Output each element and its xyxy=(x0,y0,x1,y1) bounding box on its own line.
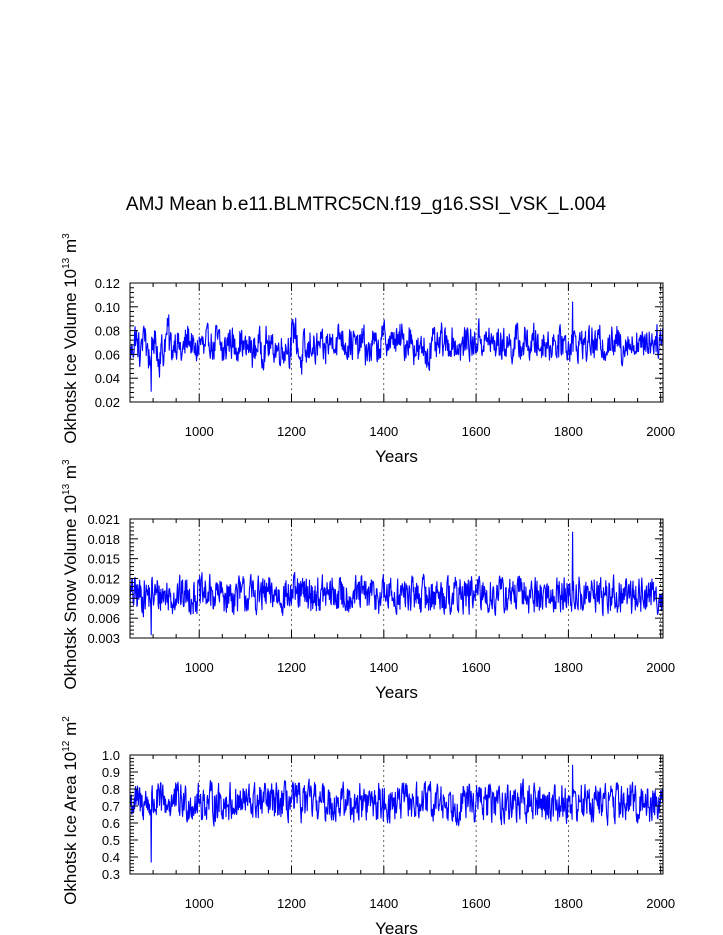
y-tick-label: 0.02 xyxy=(95,395,120,410)
y-tick-label: 0.006 xyxy=(87,611,120,626)
y-tick-label: 0.012 xyxy=(87,572,120,587)
x-tick-label: 1400 xyxy=(369,896,398,911)
y-tick-label: 0.009 xyxy=(87,591,120,606)
x-tick-label: 1000 xyxy=(185,896,214,911)
y-tick-label: 0.12 xyxy=(95,276,120,291)
x-tick-label: 2000 xyxy=(646,424,675,439)
x-tick-label: 2000 xyxy=(646,660,675,675)
x-tick-label: 1000 xyxy=(185,424,214,439)
x-tick-label: 1200 xyxy=(277,660,306,675)
x-tick-label: 1200 xyxy=(277,896,306,911)
x-axis-label: Years xyxy=(375,919,418,935)
y-axis-label: Okhotsk Snow Volume 1013 m3 xyxy=(61,459,80,690)
x-axis-label: Years xyxy=(375,683,418,702)
y-tick-label: 0.04 xyxy=(95,371,120,386)
plot-frame xyxy=(129,754,664,875)
y-tick-label: 0.3 xyxy=(102,867,120,882)
y-tick-label: 0.6 xyxy=(102,816,120,831)
y-axis-label: Okhotsk Ice Volume 1013 m3 xyxy=(61,233,80,444)
x-tick-label: 1800 xyxy=(554,660,583,675)
x-tick-label: 1800 xyxy=(554,424,583,439)
panel-ice-volume: 1000 1200 1400 1600 1800 2000 Years 0.02 0.04 0.0… xyxy=(61,233,675,466)
x-tick-label: 1800 xyxy=(554,896,583,911)
y-tick-label: 0.5 xyxy=(102,833,120,848)
x-tick-label: 1200 xyxy=(277,424,306,439)
y-tick-label: 0.10 xyxy=(95,300,120,315)
y-tick-label: 0.08 xyxy=(95,324,120,339)
y-tick-label: 1.0 xyxy=(102,748,120,763)
plot-frame xyxy=(129,282,664,403)
x-tick-label: 1600 xyxy=(462,896,491,911)
series-line-ice-area xyxy=(129,764,664,863)
y-axis-label: Okhotsk Ice Area 1012 m2 xyxy=(61,716,80,905)
x-axis-label: Years xyxy=(375,447,418,466)
x-tick-label: 1600 xyxy=(462,660,491,675)
y-tick-label: 0.018 xyxy=(87,532,120,547)
x-tick-label: 1000 xyxy=(185,660,214,675)
x-tick-label: 1400 xyxy=(369,660,398,675)
series-line-ice-volume xyxy=(129,301,664,392)
y-tick-label: 0.9 xyxy=(102,765,120,780)
y-tick-label: 0.7 xyxy=(102,799,120,814)
y-tick-label: 0.021 xyxy=(87,512,120,527)
panels: 1000 1200 1400 1600 1800 2000 Years 0.02 0.04 0.0… xyxy=(61,233,675,935)
panel-ice-area: 1000 1200 1400 1600 1800 2000 Years 0.3 0.4 0.5 0.… xyxy=(61,716,675,935)
y-tick-label: 0.06 xyxy=(95,347,120,362)
x-tick-label: 2000 xyxy=(646,896,675,911)
y-tick-label: 0.015 xyxy=(87,552,120,567)
y-tick-label: 0.8 xyxy=(102,782,120,797)
chart-title: AMJ Mean b.e11.BLMTRC5CN.f19_g16.SSI_VSK… xyxy=(126,194,607,215)
x-tick-label: 1400 xyxy=(369,424,398,439)
panel-snow-volume: 1000 1200 1400 1600 1800 2000 Years 0.003 0.006 0… xyxy=(61,459,675,702)
x-tick-label: 1600 xyxy=(462,424,491,439)
y-tick-label: 0.4 xyxy=(102,850,120,865)
series-line-snow-volume xyxy=(129,531,664,636)
y-tick-label: 0.003 xyxy=(87,631,120,646)
